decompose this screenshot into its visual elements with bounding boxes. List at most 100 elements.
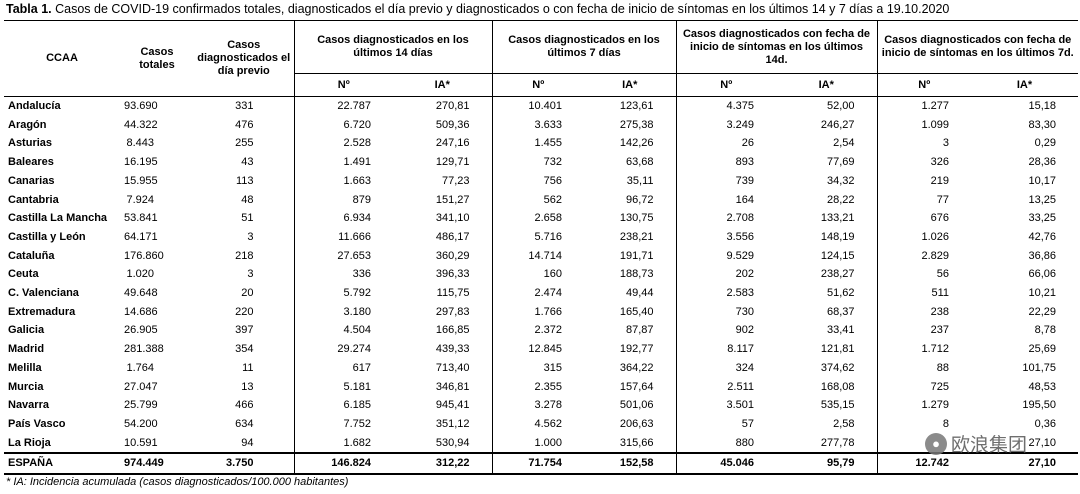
cell-value: 152,58 bbox=[584, 452, 677, 476]
cell-value: 12.845 bbox=[491, 340, 584, 359]
table-row: Asturias 8.443 255 2.528 247,16 1.455 142,26 26… bbox=[4, 134, 1078, 154]
cell-value: 397 bbox=[235, 324, 254, 337]
cell-value: 164 bbox=[675, 190, 777, 210]
cell-value: 3.249 bbox=[675, 115, 777, 135]
cell-value: 188,73 bbox=[619, 268, 654, 281]
cell-value: 725 bbox=[876, 377, 972, 397]
ccaa-name: ESPAÑA bbox=[4, 452, 120, 476]
cell-value: 27.653 bbox=[293, 246, 393, 266]
table-row: Castilla La Mancha 53.841 51 6.934 341,10 2.6… bbox=[4, 209, 1078, 228]
cell-value: 77 bbox=[876, 190, 972, 210]
ccaa-name: Andalucía bbox=[8, 100, 61, 112]
watermark-text: 欧浪集团 bbox=[951, 435, 1028, 456]
cell-value: 13 bbox=[241, 380, 254, 393]
ccaa-name: Galicia bbox=[8, 324, 45, 337]
cell-value: 43 bbox=[241, 156, 254, 169]
cell-value: 45.046 bbox=[675, 452, 777, 476]
cell-value: 879 bbox=[293, 190, 393, 210]
subheader-ia: IA* bbox=[971, 73, 1079, 97]
cell-value: 77,23 bbox=[441, 174, 470, 187]
total-row: ESPAÑA 974.449 3.750 146.824 312,22 71.754 152… bbox=[4, 452, 1079, 476]
cell-value: 14.714 bbox=[491, 246, 584, 266]
cell-value: 51,62 bbox=[826, 287, 855, 300]
cell-value: 1.663 bbox=[293, 171, 393, 191]
cell-value: 346,81 bbox=[435, 380, 470, 393]
cell-value: 33,41 bbox=[826, 324, 855, 337]
cell-value: 3.278 bbox=[491, 396, 584, 415]
watermark: ● 欧浪集团 bbox=[925, 430, 1027, 457]
cell-value: 730 bbox=[675, 302, 777, 322]
cell-value: 237 bbox=[876, 321, 972, 341]
header-prev-day: Casos diagnosticados el día previo bbox=[194, 20, 294, 97]
table-row: Baleares 16.195 43 1.491 129,71 732 63,68 893 77… bbox=[4, 153, 1078, 172]
subheader-n: Nº bbox=[491, 73, 584, 97]
cell-value: 360,29 bbox=[435, 249, 470, 262]
cell-value: 51 bbox=[241, 212, 254, 225]
cell-value: 95,79 bbox=[776, 452, 878, 476]
caption-text: Casos de COVID-19 confirmados totales, d… bbox=[55, 2, 950, 16]
cell-value: 2.355 bbox=[491, 377, 584, 397]
ccaa-name: Canarias bbox=[8, 174, 55, 187]
table-row: Cataluña 176.860 218 27.653 360,29 14.714 191,… bbox=[4, 246, 1078, 266]
cell-value: 713,40 bbox=[435, 361, 470, 374]
ccaa-name: Cantabria bbox=[8, 193, 59, 206]
cell-value: 246,27 bbox=[820, 118, 855, 131]
cell-value: 351,12 bbox=[435, 417, 470, 430]
cell-value: 3.556 bbox=[675, 227, 777, 247]
cell-value: 133,21 bbox=[820, 212, 855, 225]
cell-value: 22,29 bbox=[1028, 305, 1057, 318]
cell-value: 27,10 bbox=[1028, 436, 1057, 449]
table-body: Andalucía 93.690 331 22.787 270,81 10.401 123,… bbox=[4, 96, 1079, 476]
cell-value: 277,78 bbox=[820, 436, 855, 449]
cell-value: 13,25 bbox=[1028, 193, 1057, 206]
ccaa-name: Murcia bbox=[8, 380, 44, 393]
cell-value: 42,76 bbox=[1028, 230, 1057, 243]
cell-value: 5.792 bbox=[293, 284, 393, 303]
cell-value: 52,00 bbox=[826, 100, 855, 112]
cell-value: 68,37 bbox=[826, 305, 855, 318]
cell-value: 1.020 bbox=[126, 268, 154, 281]
cell-value: 115,75 bbox=[436, 287, 470, 300]
footnote: * IA: Incidencia acumulada (casos diagno… bbox=[6, 476, 349, 488]
cell-value: 2.708 bbox=[675, 209, 777, 228]
cell-value: 8,78 bbox=[1034, 324, 1057, 337]
cell-value: 160 bbox=[491, 265, 584, 285]
cell-value: 281.388 bbox=[124, 343, 164, 356]
cell-value bbox=[876, 433, 972, 454]
cell-value: 297,83 bbox=[435, 305, 470, 318]
cell-value: 676 bbox=[876, 209, 972, 228]
cell-value: 22.787 bbox=[293, 96, 393, 116]
cell-value: 8.443 bbox=[126, 137, 154, 150]
ccaa-name: Ceuta bbox=[8, 268, 39, 281]
cell-value: 35,11 bbox=[626, 174, 654, 187]
cell-value: 880 bbox=[675, 433, 777, 454]
cell-value: 3 bbox=[247, 268, 254, 281]
cell-value: 315,66 bbox=[619, 436, 654, 449]
ccaa-name: País Vasco bbox=[8, 417, 66, 430]
cell-value: 63,68 bbox=[625, 156, 654, 169]
cell-value: 83,30 bbox=[1028, 118, 1057, 131]
cell-value: 49.648 bbox=[124, 287, 158, 300]
cell-value: 466 bbox=[235, 399, 254, 412]
cell-value: 28,22 bbox=[826, 193, 855, 206]
cell-value: 142,26 bbox=[619, 137, 654, 150]
cell-value: 64.171 bbox=[124, 230, 158, 243]
cell-value: 71.754 bbox=[491, 452, 584, 476]
cell-value: 12.742 bbox=[876, 452, 972, 476]
cell-value: 2.658 bbox=[491, 209, 584, 228]
cell-value: 26.905 bbox=[124, 324, 158, 337]
cell-value: 25.799 bbox=[124, 399, 158, 412]
subheader-n: Nº bbox=[675, 73, 777, 97]
cell-value: 77,69 bbox=[826, 156, 855, 169]
cell-value: 87,87 bbox=[625, 324, 654, 337]
cell-value: 511 bbox=[876, 284, 972, 303]
table-row: Madrid 281.388 354 29.274 439,33 12.845 192,77… bbox=[4, 340, 1078, 359]
cell-value: 121,81 bbox=[820, 343, 855, 356]
caption-label: Tabla 1. bbox=[6, 2, 52, 16]
cell-value: 5.716 bbox=[491, 227, 584, 247]
cell-value: 341,10 bbox=[435, 212, 470, 225]
covid-cases-table: CCAA Casos totales Casos diagnosticados … bbox=[4, 20, 1079, 476]
cell-value: 36,86 bbox=[1028, 249, 1057, 262]
cell-value: 374,62 bbox=[820, 361, 855, 374]
cell-value: 562 bbox=[491, 190, 584, 210]
